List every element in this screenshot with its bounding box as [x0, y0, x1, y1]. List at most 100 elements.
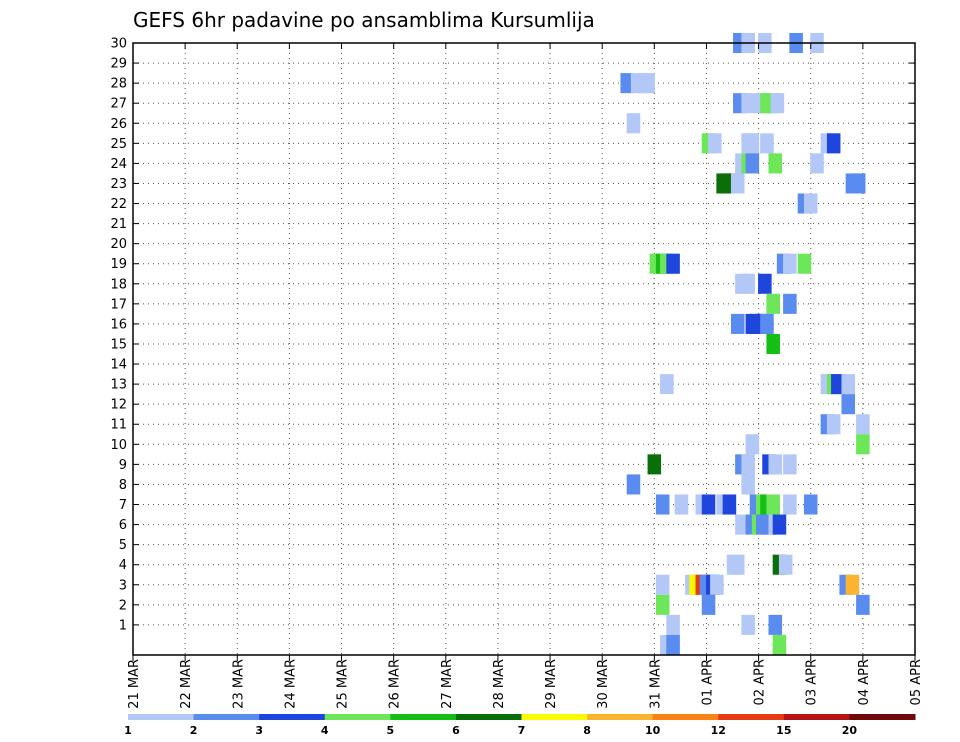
y-tick-label: 28: [110, 77, 127, 92]
y-tick-label: 26: [110, 117, 127, 132]
x-tick-label: 27 MAR: [440, 659, 455, 709]
x-tick-label: 23 MAR: [231, 659, 246, 709]
data-cell: [741, 614, 755, 635]
data-cell: [826, 133, 841, 154]
data-cell: [760, 313, 774, 334]
x-tick-label: 31 MAR: [648, 659, 663, 709]
data-cell: [745, 434, 760, 455]
y-tick-label: 2: [119, 598, 127, 613]
y-axis: 1234567891011121314151617181920212223242…: [110, 37, 915, 633]
data-cell: [741, 93, 755, 114]
colorbar-swatch: [652, 714, 719, 720]
data-cell: [647, 454, 662, 475]
data-cell: [845, 574, 860, 595]
chart-title: GEFS 6hr padavine po ansamblima Kursumli…: [133, 8, 595, 32]
x-tick-label: 04 APR: [857, 659, 872, 705]
x-tick-label: 26 MAR: [388, 659, 403, 709]
x-tick-label: 01 APR: [700, 659, 715, 705]
data-cell: [730, 173, 745, 194]
y-tick-label: 23: [110, 177, 127, 192]
data-cell: [674, 494, 689, 515]
data-cell: [810, 153, 824, 174]
data-cell: [856, 594, 870, 615]
data-cell: [701, 594, 716, 615]
data-cell: [708, 133, 722, 154]
y-tick-label: 29: [110, 57, 127, 72]
data-cell: [655, 574, 670, 595]
data-cell: [666, 614, 680, 635]
data-cell: [783, 293, 797, 314]
colorbar-label: 1: [124, 724, 132, 737]
data-cell: [660, 374, 674, 395]
data-cell: [735, 514, 749, 535]
colorbar-swatch: [718, 714, 785, 720]
y-tick-label: 5: [119, 538, 127, 553]
colorbar-swatch: [783, 714, 850, 720]
y-tick-label: 3: [119, 578, 127, 593]
data-cell: [741, 273, 755, 294]
y-tick-label: 27: [110, 97, 127, 112]
data-cell: [766, 293, 780, 314]
data-cell: [772, 514, 787, 535]
data-cell: [772, 634, 787, 655]
y-tick-label: 9: [119, 458, 127, 473]
data-cell: [768, 454, 783, 475]
colorbar-swatch: [455, 714, 522, 720]
data-cell: [666, 634, 680, 655]
y-tick-label: 24: [110, 157, 127, 172]
y-tick-label: 7: [119, 498, 127, 513]
colorbar-swatch: [324, 714, 391, 720]
data-cell: [666, 253, 680, 274]
data-cell: [745, 133, 760, 154]
x-tick-label: 21 MAR: [127, 659, 142, 709]
data-cell: [766, 333, 780, 355]
x-tick-label: 28 MAR: [492, 659, 507, 709]
data-cell: [701, 494, 716, 515]
colorbar-swatch: [587, 714, 654, 720]
data-cell: [797, 253, 812, 274]
y-tick-label: 30: [110, 37, 127, 52]
data-cell: [741, 454, 755, 475]
y-tick-label: 12: [110, 398, 127, 413]
data-cell: [766, 494, 780, 515]
y-tick-label: 16: [110, 317, 127, 332]
data-cell: [655, 494, 670, 515]
data-cell: [841, 394, 856, 415]
data-cell: [783, 494, 797, 515]
x-axis: 21 MAR 22 MAR 23 MAR 24 MAR 25 MAR 26 MAR 27 M…: [127, 43, 924, 709]
data-cell: [841, 374, 856, 395]
data-cell: [768, 153, 783, 174]
colorbar-label: 6: [452, 724, 460, 737]
data-cell: [745, 153, 760, 174]
y-tick-label: 17: [110, 297, 127, 312]
data-cell: [620, 73, 635, 94]
y-tick-label: 15: [110, 337, 127, 352]
data-cells: [620, 32, 870, 655]
y-tick-label: 14: [110, 358, 127, 373]
data-cell: [626, 113, 641, 134]
data-cell: [826, 414, 841, 435]
colorbar-label: 4: [321, 724, 329, 737]
y-tick-label: 8: [119, 478, 127, 493]
data-cell: [760, 133, 774, 154]
data-cell: [730, 313, 745, 334]
y-tick-label: 21: [110, 217, 127, 232]
data-cell: [783, 454, 797, 475]
data-cell: [626, 474, 641, 495]
colorbar-swatch: [390, 714, 457, 720]
y-tick-label: 18: [110, 277, 127, 292]
y-tick-label: 1: [119, 618, 127, 633]
data-cell: [783, 253, 797, 274]
data-cell: [778, 554, 793, 575]
colorbar-label: 5: [387, 724, 395, 737]
x-tick-label: 02 APR: [753, 659, 768, 705]
colorbar-swatch: [521, 714, 588, 720]
x-tick-label: 05 APR: [909, 659, 924, 705]
y-tick-label: 25: [110, 137, 127, 152]
data-cell: [758, 273, 772, 294]
data-cell: [641, 73, 655, 94]
y-tick-label: 19: [110, 257, 127, 272]
x-tick-label: 25 MAR: [336, 659, 351, 709]
x-tick-label: 29 MAR: [544, 659, 559, 709]
